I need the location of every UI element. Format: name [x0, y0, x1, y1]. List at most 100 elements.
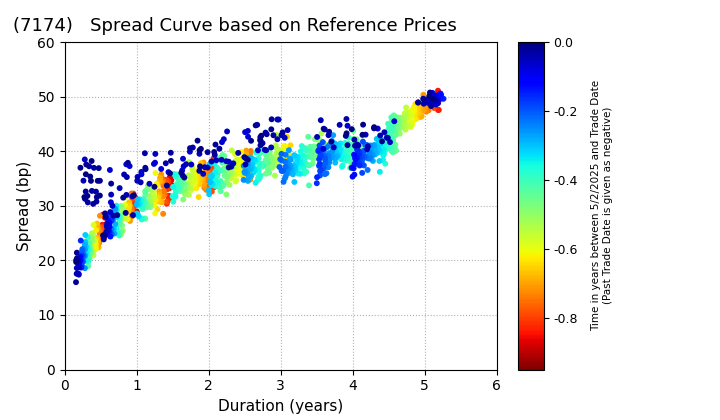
Point — [323, 129, 335, 135]
Point — [123, 205, 135, 211]
Point — [320, 159, 332, 165]
Point — [127, 194, 138, 200]
Point — [318, 145, 329, 152]
Point — [178, 177, 189, 184]
Point — [114, 215, 125, 222]
Point — [418, 100, 430, 107]
Point — [120, 202, 131, 208]
Point — [276, 157, 287, 164]
Point — [100, 213, 112, 220]
Point — [312, 148, 324, 155]
Point — [103, 227, 114, 234]
Point — [433, 99, 444, 106]
Point — [271, 162, 283, 169]
Point — [292, 170, 304, 177]
Point — [327, 148, 338, 155]
Point — [279, 149, 291, 155]
Point — [357, 131, 369, 138]
Point — [423, 97, 435, 104]
Point — [432, 97, 444, 103]
Point — [221, 163, 233, 170]
Point — [217, 152, 228, 158]
Point — [215, 168, 226, 174]
Point — [374, 136, 385, 142]
Point — [274, 156, 286, 163]
Point — [308, 156, 320, 163]
Point — [165, 178, 176, 184]
Point — [139, 202, 150, 208]
Point — [138, 203, 149, 210]
Point — [121, 192, 132, 198]
Point — [156, 199, 168, 205]
Point — [210, 177, 221, 184]
Point — [400, 120, 411, 127]
Point — [96, 223, 108, 230]
Point — [90, 241, 102, 248]
Point — [72, 257, 84, 263]
Point — [335, 140, 346, 147]
Point — [117, 227, 128, 234]
Point — [387, 135, 398, 142]
Point — [319, 156, 330, 163]
Point — [373, 139, 384, 146]
Point — [429, 96, 441, 103]
Point — [264, 156, 276, 163]
Point — [110, 209, 122, 216]
Point — [240, 160, 251, 167]
Point — [353, 147, 364, 154]
Point — [197, 177, 208, 184]
Point — [112, 207, 123, 214]
Point — [397, 117, 408, 124]
Point — [210, 183, 221, 189]
Point — [236, 167, 248, 173]
Point — [99, 221, 111, 228]
Point — [111, 202, 122, 209]
Point — [97, 211, 109, 218]
Point — [73, 261, 85, 268]
Point — [346, 164, 357, 171]
Point — [124, 208, 135, 215]
Point — [280, 154, 292, 161]
Point — [127, 196, 138, 203]
Point — [408, 110, 419, 117]
Point — [420, 100, 432, 107]
Point — [102, 228, 114, 234]
Point — [218, 136, 230, 142]
Point — [408, 104, 420, 111]
Point — [207, 168, 218, 174]
Point — [230, 151, 241, 158]
Point — [240, 156, 252, 163]
Point — [384, 130, 396, 137]
Point — [318, 165, 330, 172]
Point — [428, 97, 439, 104]
Point — [412, 105, 423, 112]
Point — [195, 163, 207, 170]
Point — [84, 173, 96, 180]
Point — [379, 129, 390, 136]
Point — [204, 168, 216, 174]
Point — [158, 188, 169, 194]
Point — [274, 158, 286, 165]
Point — [431, 98, 443, 105]
Point — [215, 158, 227, 164]
Point — [348, 128, 359, 134]
Point — [213, 184, 225, 190]
Point — [432, 100, 444, 107]
Point — [143, 197, 155, 204]
Point — [208, 155, 220, 162]
Point — [390, 126, 401, 133]
Point — [240, 150, 252, 157]
Point — [79, 156, 91, 163]
Point — [279, 134, 290, 141]
Point — [377, 140, 389, 147]
Point — [319, 155, 330, 161]
Point — [133, 202, 145, 209]
Point — [94, 213, 106, 219]
Point — [276, 153, 287, 160]
Point — [253, 172, 265, 179]
Point — [191, 185, 202, 192]
Point — [133, 201, 145, 208]
Point — [246, 165, 257, 172]
Point — [431, 95, 442, 102]
Point — [428, 99, 440, 105]
